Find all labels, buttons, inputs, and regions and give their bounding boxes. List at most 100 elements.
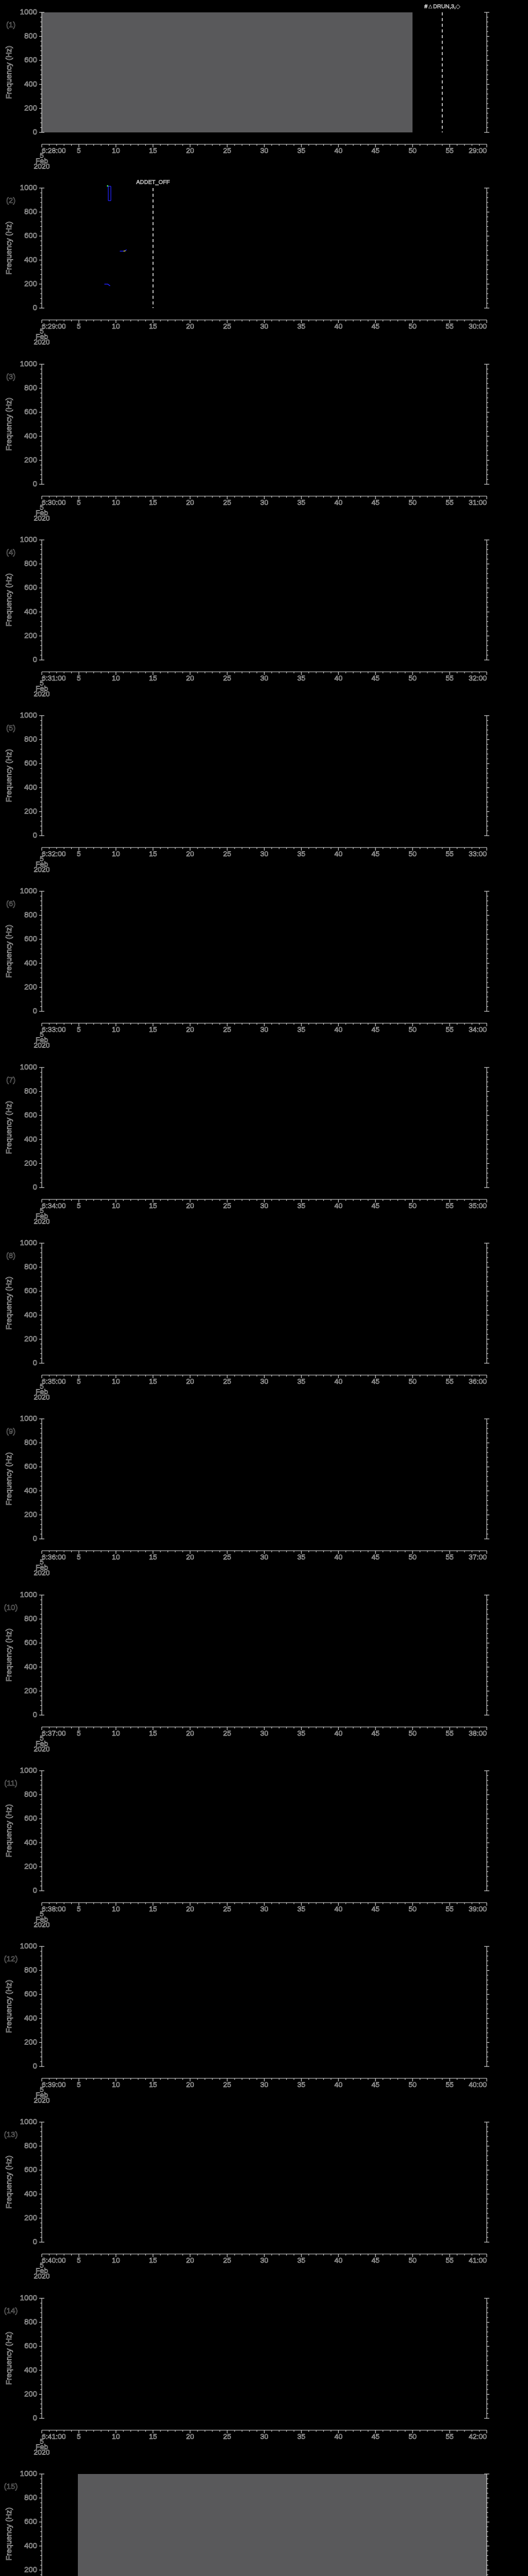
svg-text:10: 10 xyxy=(112,2432,120,2441)
svg-text:800: 800 xyxy=(24,1438,37,1447)
svg-text:31:00: 31:00 xyxy=(469,498,487,506)
svg-text:5: 5 xyxy=(77,674,81,682)
svg-text:600: 600 xyxy=(24,935,37,944)
svg-text:Feb: Feb xyxy=(36,1387,48,1396)
svg-text:400: 400 xyxy=(24,431,37,440)
svg-text:0: 0 xyxy=(33,2414,37,2422)
svg-text:400: 400 xyxy=(24,2365,37,2374)
svg-text:33:00: 33:00 xyxy=(469,850,487,858)
svg-text:600: 600 xyxy=(24,2166,37,2175)
svg-text:(10): (10) xyxy=(4,1603,18,1612)
svg-text:0: 0 xyxy=(33,655,37,664)
svg-text:45: 45 xyxy=(371,1905,380,1913)
svg-text:400: 400 xyxy=(24,80,37,89)
svg-text:6:29:00: 6:29:00 xyxy=(42,322,66,330)
svg-text:5: 5 xyxy=(40,1382,44,1391)
svg-text:30: 30 xyxy=(260,322,269,330)
svg-text:55: 55 xyxy=(446,146,454,155)
svg-text:55: 55 xyxy=(446,322,454,330)
svg-text:10: 10 xyxy=(112,498,120,506)
svg-text:55: 55 xyxy=(446,498,454,506)
svg-text:0: 0 xyxy=(33,303,37,312)
svg-text:1000: 1000 xyxy=(20,1414,37,1423)
svg-text:5: 5 xyxy=(77,1025,81,1033)
svg-text:35: 35 xyxy=(298,2432,306,2441)
svg-text:40: 40 xyxy=(335,322,343,330)
svg-text:0: 0 xyxy=(33,1886,37,1895)
svg-text:200: 200 xyxy=(24,104,37,112)
svg-text:50: 50 xyxy=(408,2080,417,2089)
svg-text:15: 15 xyxy=(149,2432,157,2441)
svg-text:6:31:00: 6:31:00 xyxy=(42,674,66,682)
svg-text:2020: 2020 xyxy=(34,162,50,171)
svg-text:38:00: 38:00 xyxy=(469,1729,487,1737)
svg-text:5: 5 xyxy=(77,498,81,506)
svg-text:(7): (7) xyxy=(6,1076,15,1084)
svg-text:200: 200 xyxy=(24,2038,37,2046)
svg-text:40: 40 xyxy=(335,1905,343,1913)
svg-text:600: 600 xyxy=(24,1990,37,1998)
svg-text:30: 30 xyxy=(260,2256,269,2264)
svg-text:25: 25 xyxy=(223,322,232,330)
svg-text:5: 5 xyxy=(40,327,44,335)
svg-text:Frequency (Hz): Frequency (Hz) xyxy=(5,1101,13,1154)
svg-text:Feb: Feb xyxy=(36,1036,48,1044)
svg-text:30: 30 xyxy=(260,1553,269,1561)
svg-text:0: 0 xyxy=(33,1183,37,1192)
svg-text:35: 35 xyxy=(298,146,306,155)
svg-text:5: 5 xyxy=(77,322,81,330)
svg-text:50: 50 xyxy=(408,322,417,330)
svg-text:55: 55 xyxy=(446,2080,454,2089)
svg-text:20: 20 xyxy=(186,1553,194,1561)
svg-text:50: 50 xyxy=(408,1025,417,1033)
svg-text:40: 40 xyxy=(335,1201,343,1210)
svg-text:40: 40 xyxy=(335,674,343,682)
svg-text:6:33:00: 6:33:00 xyxy=(42,1025,66,1033)
svg-text:50: 50 xyxy=(408,1729,417,1737)
svg-text:Feb: Feb xyxy=(36,1212,48,1220)
svg-text:30: 30 xyxy=(260,2080,269,2089)
svg-text:36:00: 36:00 xyxy=(469,1377,487,1385)
svg-text:6:41:00: 6:41:00 xyxy=(42,2432,66,2441)
svg-text:(4): (4) xyxy=(6,548,15,557)
svg-text:45: 45 xyxy=(371,1377,380,1385)
svg-text:600: 600 xyxy=(24,1638,37,1647)
svg-text:41:00: 41:00 xyxy=(469,2256,487,2264)
svg-text:50: 50 xyxy=(408,1553,417,1561)
svg-text:600: 600 xyxy=(24,56,37,64)
svg-text:800: 800 xyxy=(24,32,37,41)
svg-text:30: 30 xyxy=(260,674,269,682)
svg-text:200: 200 xyxy=(24,983,37,992)
svg-text:45: 45 xyxy=(371,1729,380,1737)
svg-text:25: 25 xyxy=(223,2256,232,2264)
svg-text:Feb: Feb xyxy=(36,1739,48,1748)
svg-text:600: 600 xyxy=(24,1814,37,1823)
svg-text:1000: 1000 xyxy=(20,1766,37,1775)
svg-text:30: 30 xyxy=(260,1025,269,1033)
svg-text:800: 800 xyxy=(24,2317,37,2326)
svg-text:1000: 1000 xyxy=(20,1590,37,1599)
svg-text:35: 35 xyxy=(298,850,306,858)
svg-text:1000: 1000 xyxy=(20,1063,37,1072)
svg-text:45: 45 xyxy=(371,1025,380,1033)
svg-text:800: 800 xyxy=(24,208,37,216)
svg-text:40: 40 xyxy=(335,850,343,858)
svg-text:5: 5 xyxy=(40,855,44,863)
svg-text:0: 0 xyxy=(33,2062,37,2071)
svg-text:600: 600 xyxy=(24,583,37,592)
svg-text:1000: 1000 xyxy=(20,887,37,895)
svg-text:2020: 2020 xyxy=(34,1393,50,1401)
svg-text:Feb: Feb xyxy=(36,860,48,868)
svg-text:#▲DRUN,3,◆: #▲DRUN,3,◆ xyxy=(424,4,460,10)
svg-text:20: 20 xyxy=(186,850,194,858)
svg-text:40: 40 xyxy=(335,1377,343,1385)
svg-text:20: 20 xyxy=(186,674,194,682)
svg-text:(6): (6) xyxy=(6,900,15,908)
svg-text:1000: 1000 xyxy=(20,2117,37,2126)
svg-text:15: 15 xyxy=(149,322,157,330)
svg-text:200: 200 xyxy=(24,807,37,816)
svg-text:5: 5 xyxy=(77,1905,81,1913)
svg-text:Frequency (Hz): Frequency (Hz) xyxy=(5,2507,13,2561)
svg-text:600: 600 xyxy=(24,1111,37,1120)
svg-text:6:39:00: 6:39:00 xyxy=(42,2080,66,2089)
